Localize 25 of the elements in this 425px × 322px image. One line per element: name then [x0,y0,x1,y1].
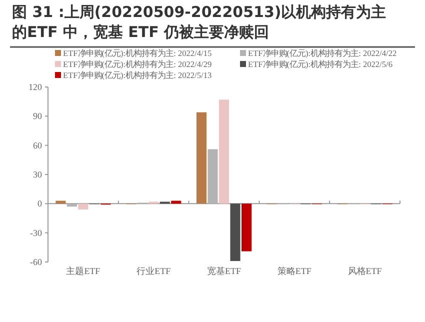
bar [66,204,77,207]
bar [230,204,240,262]
legend-label: ETF净申购(亿元):机构持有为主: 2022/4/22 [248,49,397,58]
x-tick-label: 行业ETF [136,266,171,276]
chart-title: 图 31 :上周(20220509-20220513)以机构持有为主的ETF 中，宽基 ETF 仍被主要净赎回 [12,3,386,41]
legend-label: ETF净申购(亿元):机构持有为主: 2022/4/29 [63,60,212,69]
x-tick-label: 策略ETF [277,266,312,276]
y-tick-label: 0 [38,198,42,209]
x-tick-label: 宽基ETF [206,266,242,276]
legend-label: ETF净申购(亿元):机构持有为主: 2022/4/15 [63,49,212,58]
y-tick-label: 90 [33,111,42,122]
y-tick-label: -60 [30,257,42,267]
y-tick-label: 60 [33,140,42,150]
x-tick-label: 风格ETF [348,266,382,276]
bar [208,149,218,204]
legend-label: ETF净申购(亿元):机构持有为主: 2022/5/13 [63,71,212,80]
x-tick-label: 主题ETF [66,266,100,276]
y-tick-label: 120 [28,82,42,92]
bar [196,112,207,204]
bar [241,204,252,252]
y-tick-label: 30 [33,170,42,180]
bar [78,204,88,210]
y-tick-label: -30 [30,228,42,238]
bar [218,100,230,204]
legend-label: ETF净申购(亿元):机构持有为主: 2022/5/6 [248,60,392,69]
